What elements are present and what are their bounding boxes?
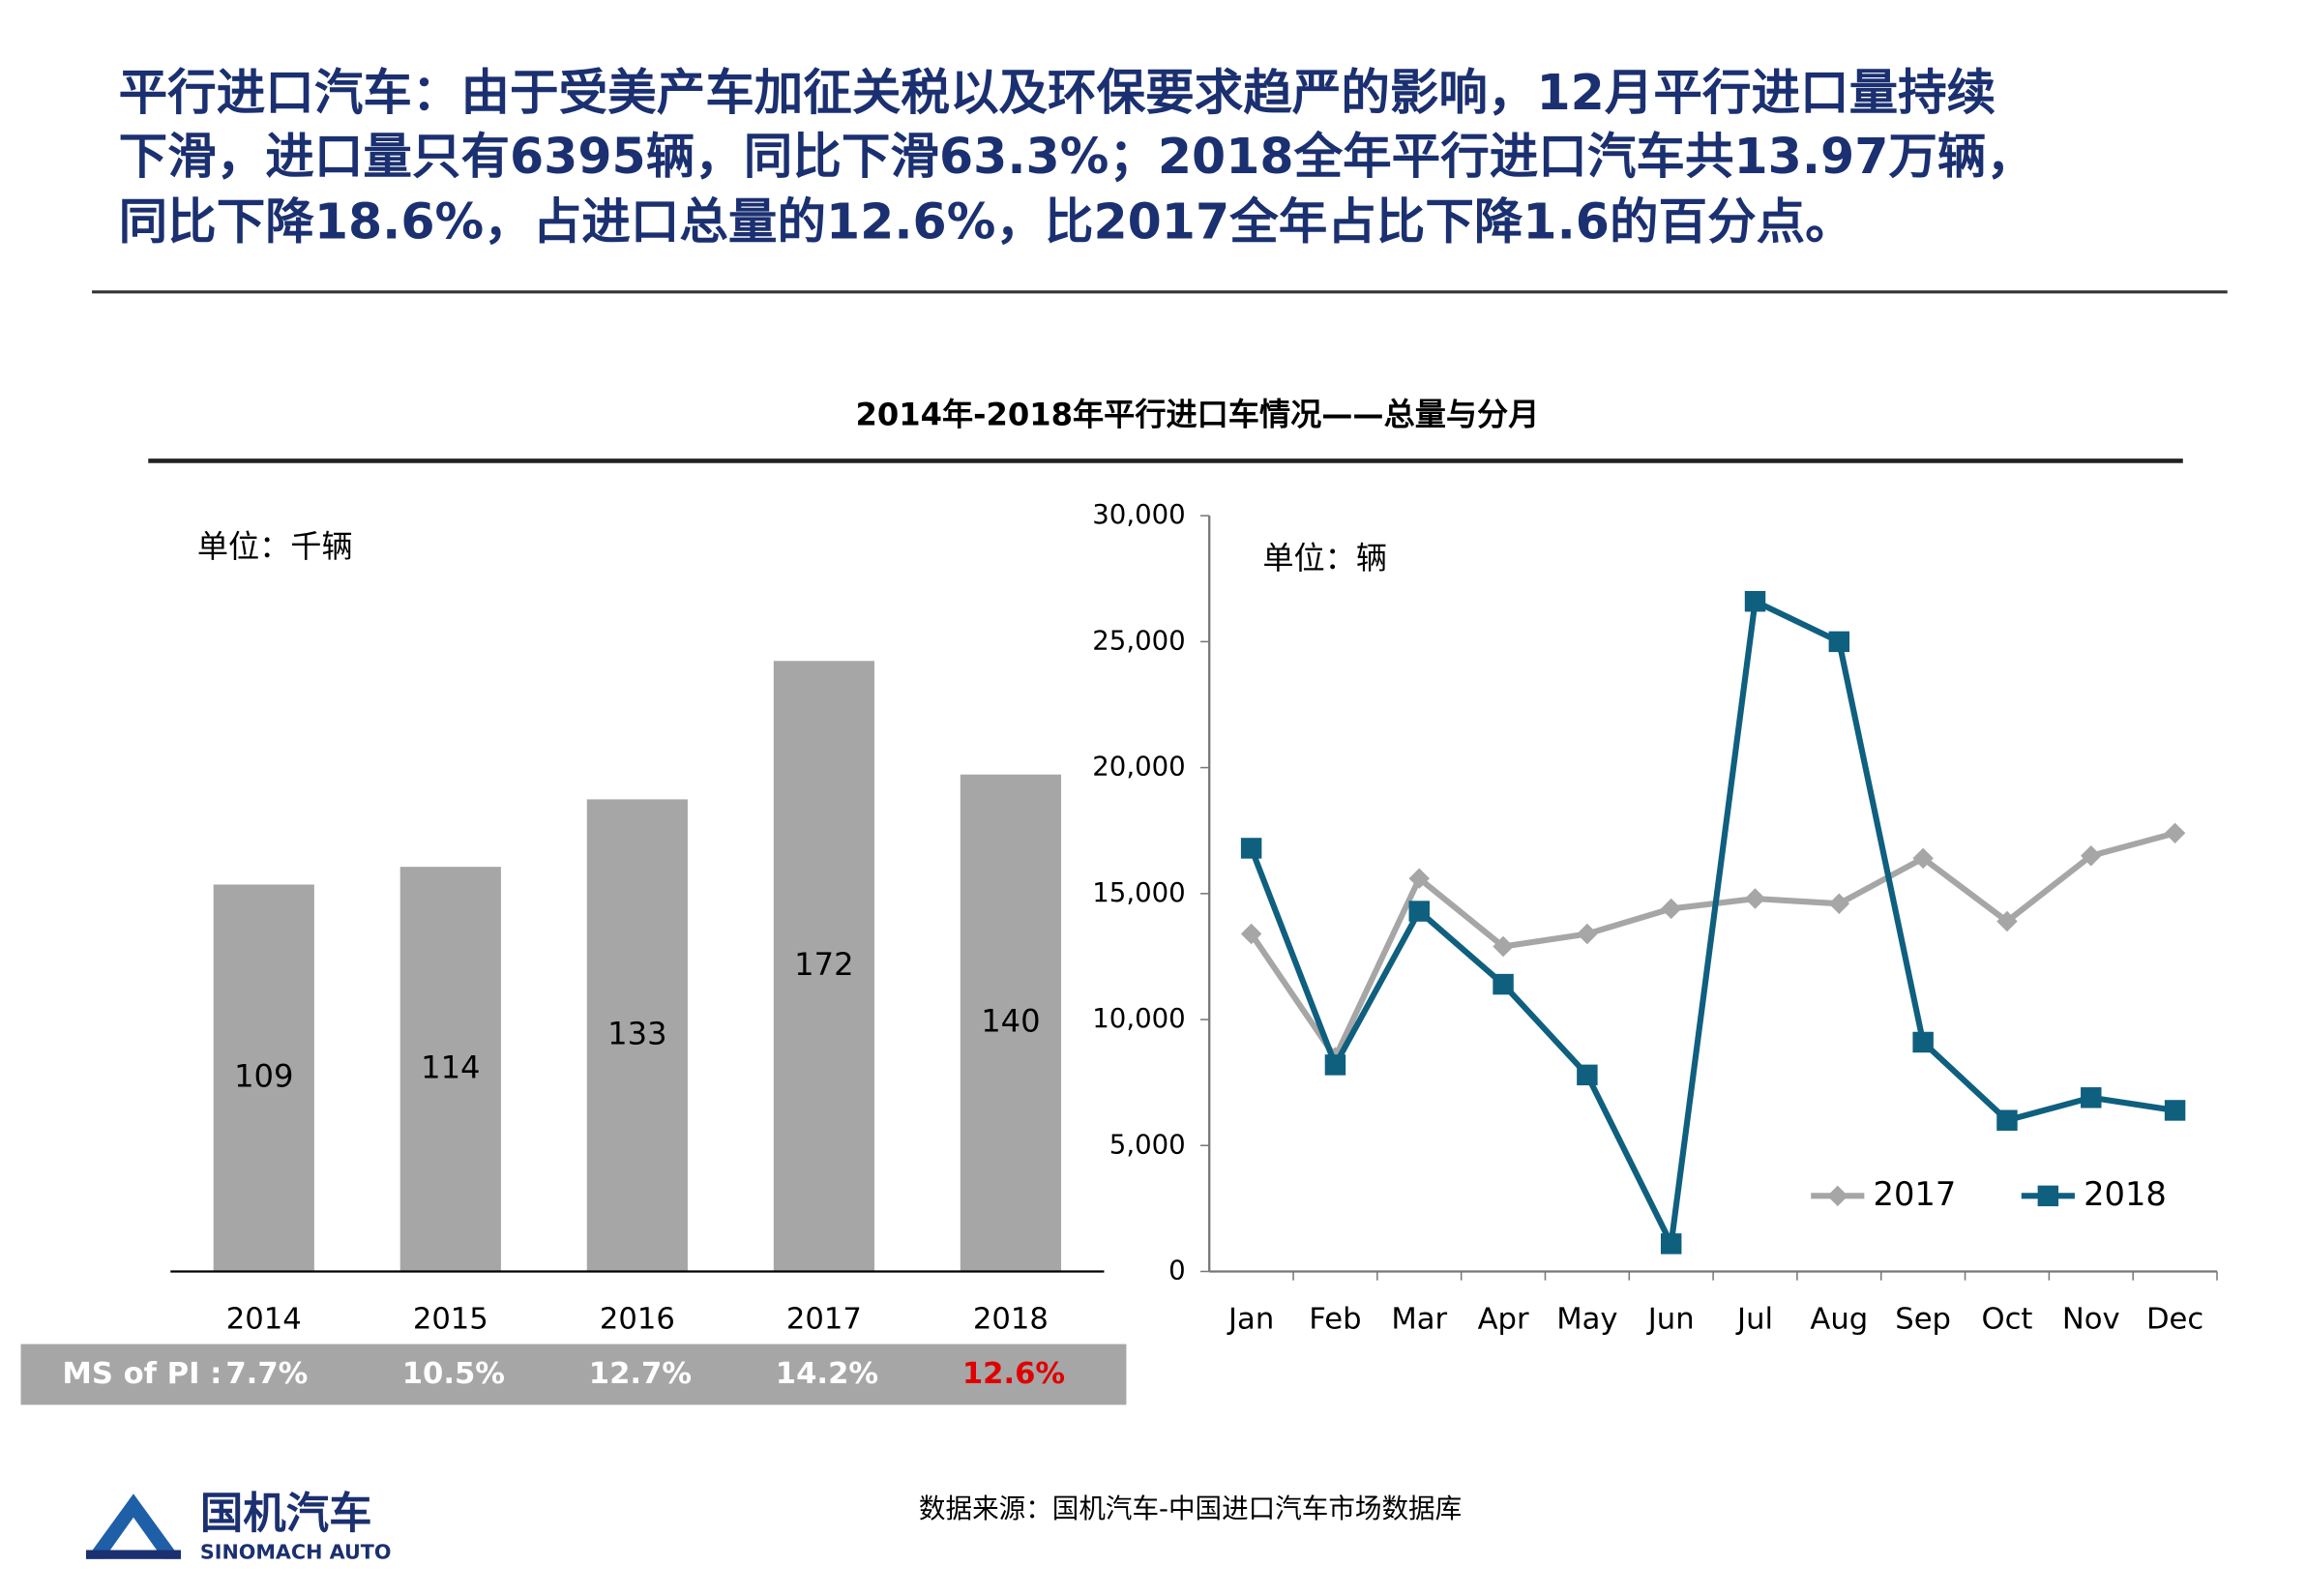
marker (1996, 1109, 2018, 1131)
marker (1240, 838, 1262, 859)
x-tick-label: 2017 (786, 1303, 862, 1337)
marker (1828, 631, 1850, 653)
data-label: 172 (794, 946, 853, 983)
marker (1828, 893, 1850, 914)
marker (1577, 923, 1598, 945)
marker (1493, 973, 1514, 995)
data-label: 133 (607, 1015, 666, 1051)
x-tick-label: 2014 (226, 1303, 302, 1337)
share-label: 14.2% (776, 1357, 878, 1391)
share-label: 12.7% (589, 1357, 692, 1391)
title-line: 下滑，进口量只有6395辆，同比下滑63.3%；2018全年平行进口汽车共13.… (119, 128, 2035, 185)
data-label: 114 (421, 1049, 480, 1085)
marker (1660, 1233, 1682, 1255)
title-line: 同比下降18.6%，占进口总量的12.6%，比2017全年占比下降1.6的百分点… (119, 192, 1854, 250)
share-label: 10.5% (402, 1357, 505, 1391)
bar (213, 884, 314, 1272)
x-tick-label: 2016 (600, 1303, 675, 1337)
x-tick-label: May (1556, 1303, 1617, 1337)
y-tick-label: 15,000 (1092, 876, 1185, 908)
marker (1744, 888, 1766, 909)
y-tick-label: 25,000 (1092, 624, 1185, 656)
share-band (20, 1344, 1127, 1405)
x-tick-label: Jan (1227, 1303, 1274, 1337)
x-tick-label: Jul (1735, 1303, 1773, 1337)
chart-title: 2014年-2018年平行进口车情况——总量与分月 (856, 397, 1540, 433)
legend-marker (1827, 1185, 1848, 1207)
legend-label: 2018 (2084, 1175, 2167, 1213)
x-tick-label: Apr (1478, 1303, 1529, 1337)
marker (1493, 935, 1514, 958)
x-tick-label: Dec (2146, 1303, 2203, 1337)
logo-name: 国机汽车 (200, 1489, 372, 1538)
x-tick-label: Feb (1309, 1303, 1361, 1337)
x-tick-label: Sep (1895, 1303, 1951, 1337)
marker (1660, 898, 1682, 920)
unit-label: 单位：辆 (1262, 540, 1387, 576)
legend-label: 2017 (1874, 1175, 1957, 1213)
y-tick-label: 5,000 (1109, 1128, 1186, 1160)
x-tick-label: Oct (1981, 1303, 2032, 1337)
marker (2081, 1087, 2102, 1108)
x-tick-label: 2015 (413, 1303, 488, 1337)
title-line: 平行进口汽车：由于受美产车加征关税以及环保要求趋严的影响，12月平行进口量持续 (119, 64, 1996, 121)
bar (399, 867, 501, 1272)
marker (1324, 1054, 1346, 1076)
share-label: 12.6% (962, 1357, 1065, 1391)
source: 数据来源：国机汽车-中国进口汽车市场数据库 (919, 1493, 1462, 1524)
logo-mark (85, 1550, 181, 1559)
marker (2164, 1100, 2186, 1121)
marker (1577, 1064, 1598, 1086)
y-tick-label: 0 (1168, 1254, 1186, 1286)
marker (1912, 1031, 1934, 1053)
series-line (1248, 597, 2176, 1255)
bar (960, 774, 1062, 1272)
share-title: MS of PI : (62, 1357, 222, 1391)
y-tick-label: 30,000 (1092, 498, 1185, 530)
bar (773, 661, 874, 1272)
marker (2164, 822, 2186, 844)
share-label: 7.7% (225, 1357, 308, 1391)
data-label: 140 (981, 1003, 1040, 1040)
bar (586, 799, 688, 1272)
x-tick-label: Jun (1646, 1303, 1695, 1337)
y-tick-label: 20,000 (1092, 751, 1185, 783)
x-tick-label: Aug (1810, 1303, 1868, 1337)
x-tick-label: 2018 (973, 1303, 1049, 1337)
marker (1744, 590, 1766, 612)
data-label: 109 (234, 1057, 293, 1094)
logo-mark (103, 1517, 163, 1559)
x-tick-label: Nov (2062, 1303, 2120, 1337)
logo (85, 1493, 181, 1559)
x-tick-label: Mar (1391, 1303, 1447, 1337)
marker (1408, 868, 1430, 889)
y-tick-label: 10,000 (1092, 1002, 1185, 1034)
legend-marker (2037, 1185, 2059, 1207)
unit-label: 单位：千辆 (197, 528, 353, 565)
logo-subname: SINOMACH AUTO (200, 1541, 392, 1564)
marker (1408, 901, 1430, 922)
